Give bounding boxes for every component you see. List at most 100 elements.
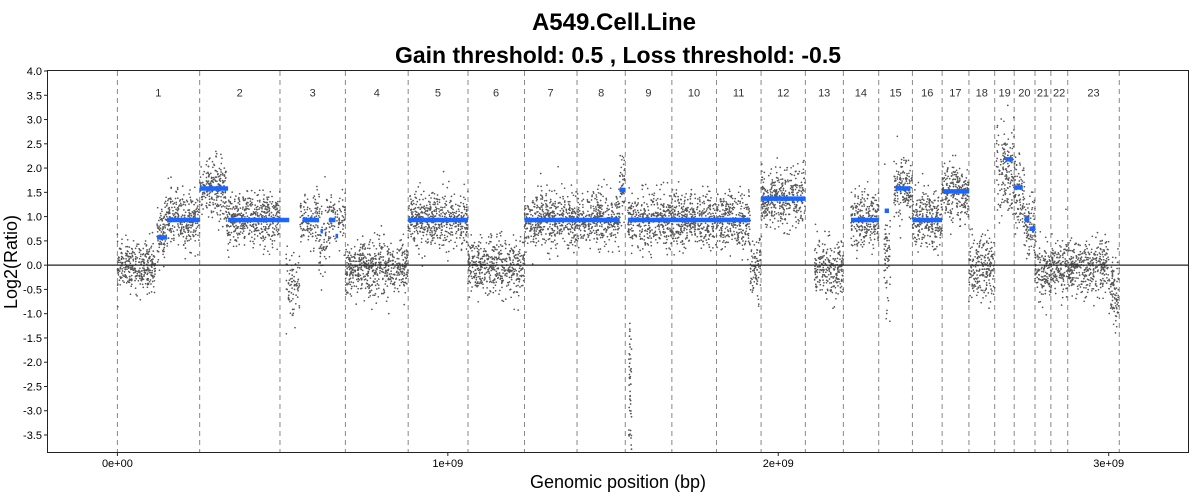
- data-point: [662, 230, 665, 233]
- data-point: [343, 218, 346, 221]
- data-point: [208, 192, 211, 195]
- data-point: [226, 232, 229, 235]
- data-point: [349, 258, 351, 261]
- data-point: [619, 195, 622, 198]
- data-point: [495, 236, 498, 238]
- data-point: [634, 201, 636, 203]
- data-point: [252, 246, 255, 249]
- data-point: [465, 203, 468, 206]
- data-point: [239, 207, 242, 209]
- data-point: [376, 266, 379, 269]
- data-point: [121, 242, 123, 245]
- data-point: [126, 276, 128, 279]
- data-point: [531, 224, 534, 226]
- data-point: [466, 228, 469, 230]
- data-point: [582, 225, 585, 228]
- data-point: [272, 214, 275, 216]
- data-point: [309, 250, 312, 253]
- data-point: [473, 275, 476, 277]
- data-point: [116, 233, 119, 236]
- data-point: [623, 221, 625, 224]
- data-point: [532, 238, 535, 241]
- data-point: [605, 243, 607, 246]
- data-point: [300, 210, 302, 213]
- data-point: [156, 223, 158, 225]
- data-point: [164, 240, 167, 242]
- data-point: [387, 261, 390, 264]
- data-point: [674, 237, 677, 240]
- data-point: [241, 232, 244, 235]
- data-point: [485, 266, 488, 269]
- data-point: [550, 206, 553, 209]
- data-point: [179, 223, 182, 225]
- data-point: [151, 280, 154, 283]
- data-point: [644, 183, 647, 186]
- data-point: [670, 202, 673, 204]
- data-point: [595, 223, 598, 225]
- data-point: [162, 250, 164, 253]
- data-point: [571, 231, 574, 234]
- data-point: [623, 169, 626, 172]
- data-point: [665, 206, 668, 208]
- data-point: [170, 231, 172, 234]
- data-point: [370, 266, 373, 269]
- data-point: [319, 208, 321, 210]
- data-point: [529, 210, 531, 213]
- data-point: [153, 268, 156, 270]
- data-point: [406, 271, 408, 274]
- data-point: [428, 225, 431, 228]
- data-point: [392, 262, 395, 265]
- data-point: [654, 233, 657, 236]
- data-point: [662, 228, 665, 231]
- data-point: [522, 262, 525, 265]
- data-point: [389, 251, 391, 254]
- data-point: [659, 188, 661, 191]
- data-point: [635, 213, 638, 216]
- data-point: [704, 215, 707, 217]
- data-point: [215, 176, 218, 178]
- data-point: [267, 196, 270, 198]
- data-point: [582, 210, 584, 213]
- data-point: [312, 225, 315, 227]
- data-point: [344, 213, 347, 216]
- data-point: [368, 243, 370, 246]
- data-point: [357, 272, 360, 275]
- data-point: [144, 272, 147, 274]
- data-point: [344, 192, 346, 195]
- data-point: [180, 232, 182, 235]
- data-point: [378, 244, 381, 247]
- data-point: [515, 285, 518, 287]
- data-point: [128, 246, 131, 248]
- data-point: [186, 225, 189, 227]
- data-point: [317, 214, 320, 217]
- data-point: [421, 222, 424, 225]
- data-point: [229, 196, 232, 198]
- data-point: [380, 256, 383, 258]
- data-point: [208, 173, 211, 176]
- data-point: [451, 234, 454, 236]
- data-point: [457, 208, 460, 211]
- data-point: [300, 235, 302, 238]
- data-point: [472, 244, 475, 247]
- data-point: [495, 281, 498, 283]
- data-point: [195, 208, 198, 211]
- data-point: [438, 243, 441, 246]
- data-point: [204, 196, 207, 199]
- data-point: [510, 276, 513, 279]
- data-point: [386, 275, 389, 277]
- data-point: [581, 200, 583, 202]
- data-point: [359, 266, 361, 269]
- data-point: [193, 229, 195, 231]
- data-point: [273, 228, 276, 230]
- data-point: [509, 266, 511, 268]
- data-point: [176, 206, 179, 209]
- data-point: [639, 237, 642, 240]
- data-point: [290, 292, 293, 294]
- data-point: [668, 215, 670, 217]
- data-point: [637, 211, 640, 214]
- data-point: [530, 225, 532, 228]
- data-point: [345, 265, 347, 268]
- data-point: [483, 273, 486, 276]
- data-point: [646, 187, 649, 190]
- data-point: [519, 286, 521, 288]
